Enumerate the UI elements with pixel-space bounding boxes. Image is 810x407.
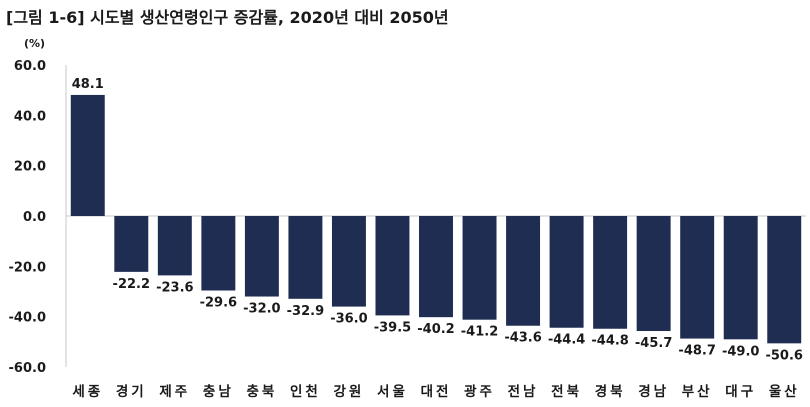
data-label: -32.0 (243, 302, 280, 317)
bars (70, 94, 802, 344)
bar (636, 216, 671, 332)
y-tick-label: 40.0 (14, 109, 46, 124)
bar (419, 216, 453, 318)
y-tick-labels: 60.0 40.0 20.0 0.0 -20.0 -40.0 -60.0 (9, 59, 46, 376)
data-label: -44.4 (548, 333, 585, 348)
category-label: 부산 (682, 383, 713, 400)
chart-title: [그림 1-6] 시도별 생산연령인구 증감률, 2020년 대비 2050년 (6, 8, 449, 27)
bar (288, 216, 323, 299)
category-label: 대전 (421, 383, 452, 400)
data-label: -50.6 (765, 348, 802, 363)
bar (157, 216, 192, 276)
data-label: -45.7 (635, 336, 672, 351)
y-tick-label: -60.0 (9, 361, 46, 376)
bar (723, 216, 758, 340)
bar (114, 216, 149, 272)
data-label: -36.0 (330, 312, 367, 327)
y-tick-label: 0.0 (23, 210, 46, 225)
y-unit-label: (%) (24, 37, 45, 50)
category-label: 충북 (246, 384, 277, 400)
bar (375, 216, 410, 316)
category-label: 경북 (595, 383, 626, 400)
category-label: 강원 (334, 383, 365, 400)
category-label: 경기 (116, 383, 147, 400)
bar (70, 94, 105, 216)
category-label: 전남 (508, 383, 539, 400)
category-label: 인천 (290, 383, 321, 400)
bar (331, 216, 366, 307)
bar (767, 216, 802, 344)
category-label: 광주 (464, 383, 495, 400)
category-label: 경남 (638, 383, 669, 400)
bar (201, 216, 236, 291)
category-labels: 세종 경기 제주 충남 충북 인천 강원 서울 대전 광주 전남 전북 경북 경남 부산 대구 울산 (72, 383, 800, 400)
category-label: 제주 (159, 384, 190, 400)
category-label: 울산 (769, 383, 800, 400)
category-label: 전북 (551, 383, 582, 400)
data-label: -49.0 (722, 344, 759, 359)
bar (593, 216, 628, 329)
bar (462, 216, 497, 320)
data-label: -44.8 (591, 334, 628, 349)
category-label: 대구 (725, 384, 756, 400)
bar (244, 216, 279, 297)
data-label: -40.2 (417, 322, 454, 337)
bar (549, 216, 584, 328)
data-label: -39.5 (374, 320, 411, 335)
bar (506, 216, 541, 326)
category-label: 세종 (72, 384, 103, 400)
data-label: -32.9 (287, 304, 324, 319)
data-label: -29.6 (200, 295, 237, 310)
data-label: -23.6 (156, 280, 193, 295)
data-label: 48.1 (72, 77, 104, 92)
y-tick-label: 60.0 (14, 59, 46, 74)
data-label: -43.6 (504, 331, 541, 346)
data-labels: 48.1-22.2 -23.6-29.6 -32.0 -32.9-36.0-39.5-… (72, 77, 803, 363)
bar (680, 216, 715, 339)
y-tick-label: 20.0 (14, 160, 46, 175)
category-label: 서울 (377, 383, 408, 400)
data-label: -41.2 (461, 325, 498, 340)
category-label: 충남 (203, 383, 234, 400)
y-tick-label: -20.0 (9, 260, 46, 275)
data-label: -22.2 (113, 277, 150, 292)
data-label: -48.7 (678, 344, 715, 359)
y-tick-label: -40.0 (9, 311, 46, 326)
